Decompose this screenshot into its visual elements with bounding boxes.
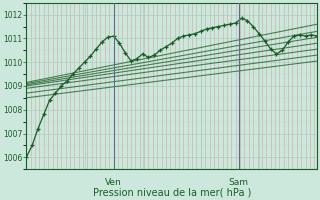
Text: Ven: Ven (105, 178, 122, 187)
X-axis label: Pression niveau de la mer( hPa ): Pression niveau de la mer( hPa ) (92, 187, 251, 197)
Text: Sam: Sam (229, 178, 249, 187)
